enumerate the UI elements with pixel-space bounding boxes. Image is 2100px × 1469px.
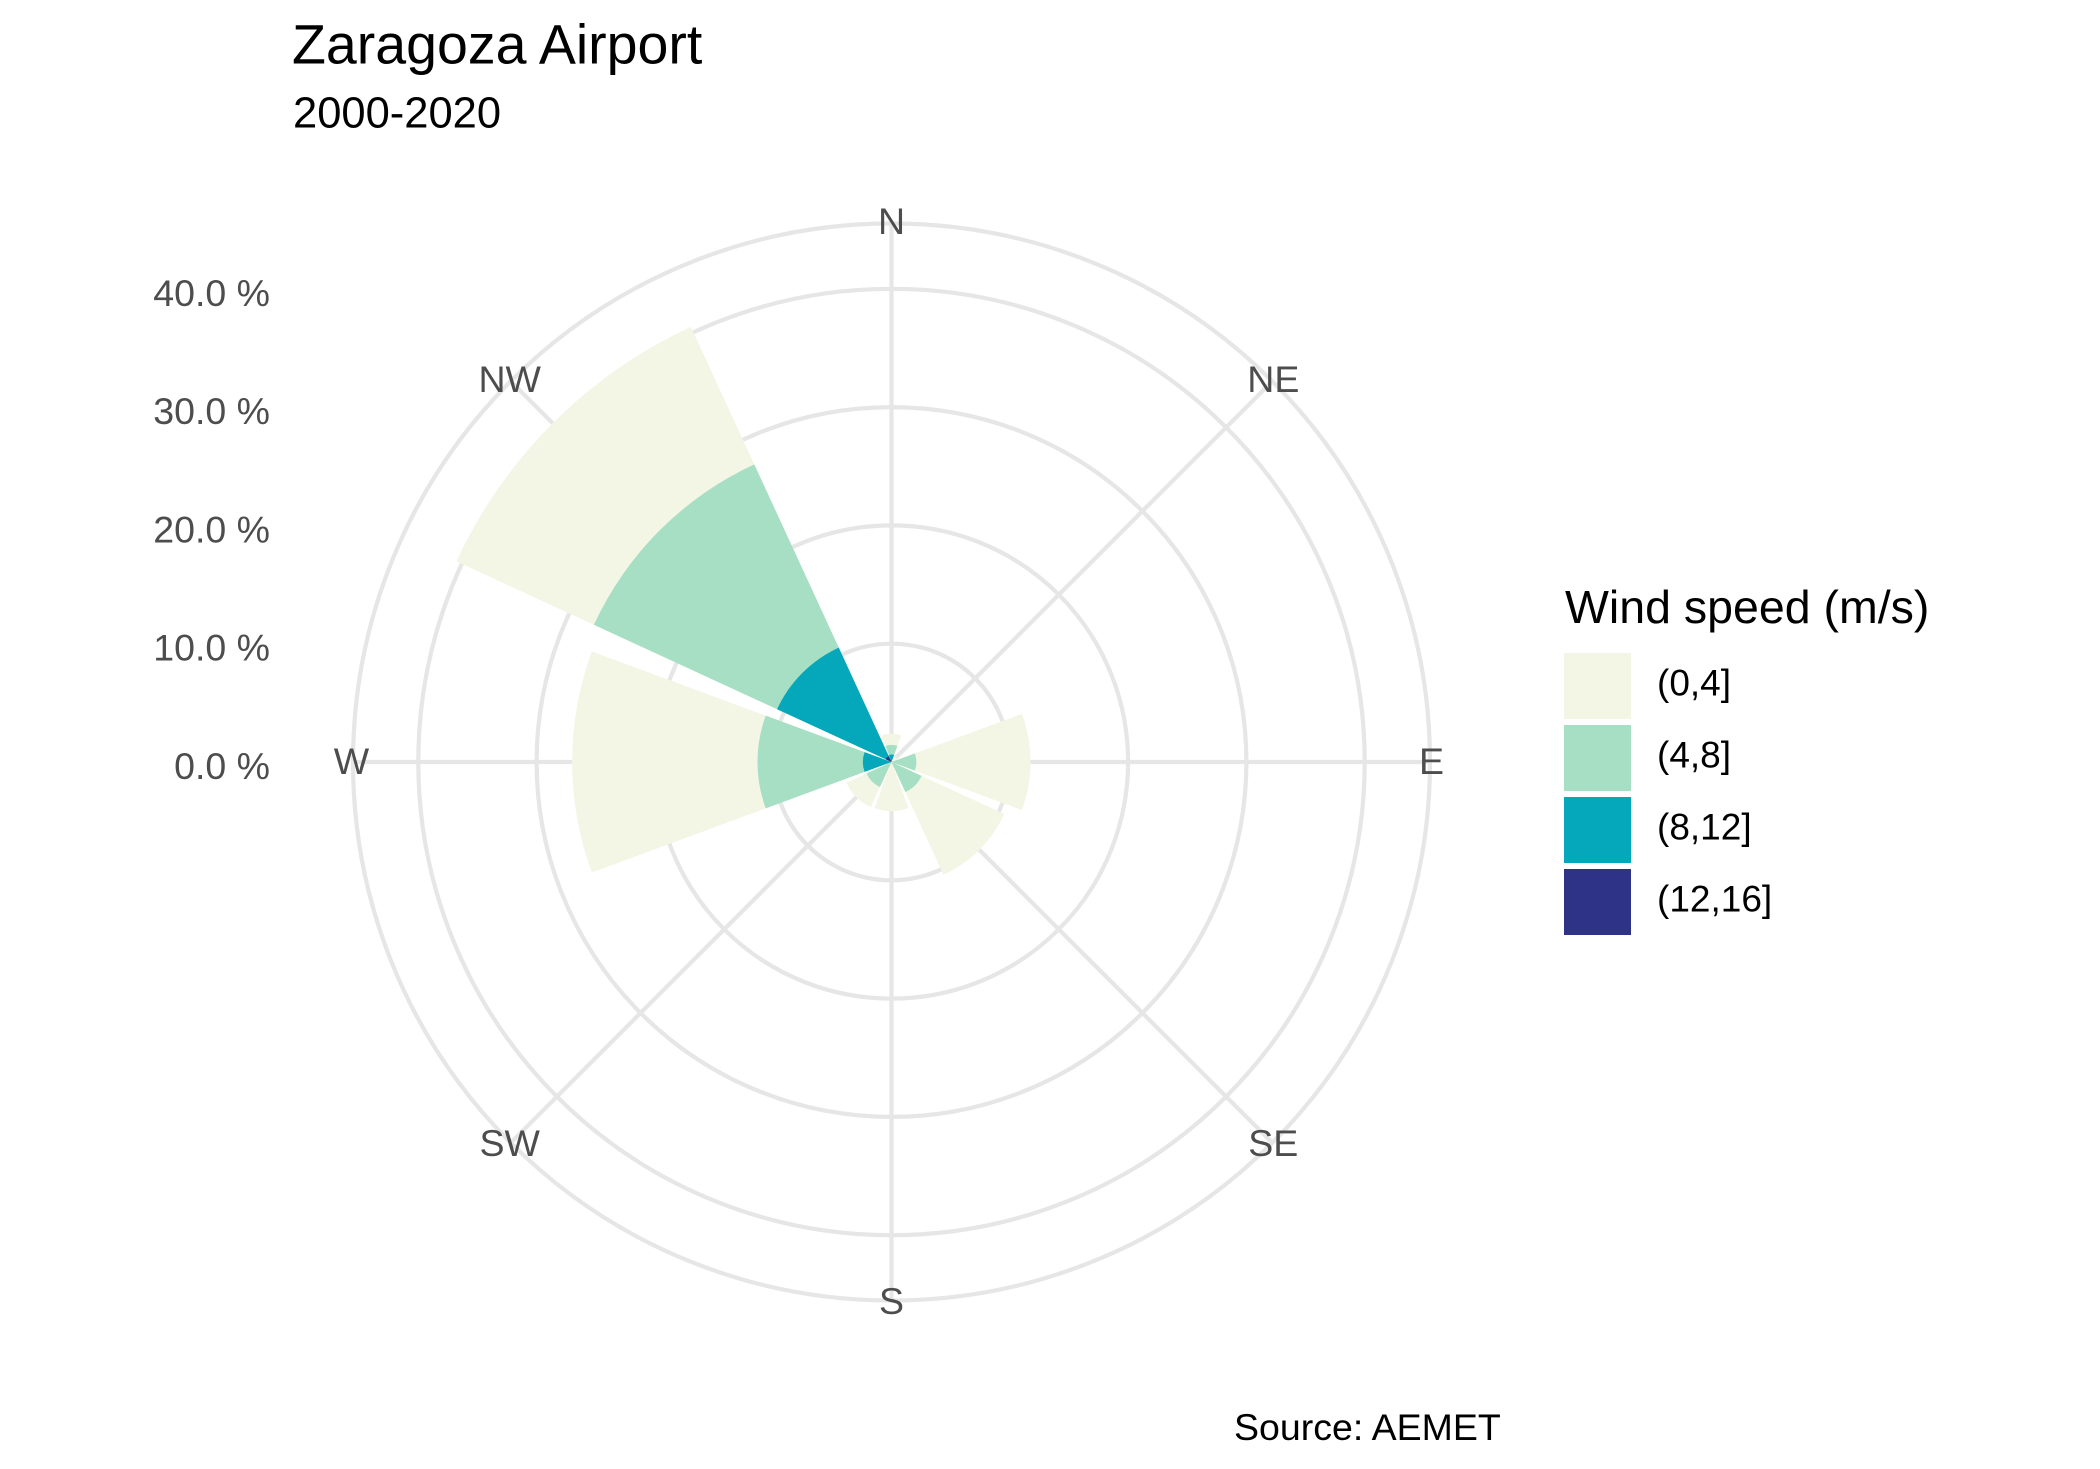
svg-text:S: S <box>879 1280 904 1322</box>
svg-text:W: W <box>334 740 370 782</box>
svg-text:Zaragoza Airport: Zaragoza Airport <box>292 14 703 76</box>
svg-text:2000-2020: 2000-2020 <box>293 90 501 138</box>
svg-text:(0,4]: (0,4] <box>1657 663 1731 704</box>
svg-text:10.0 %: 10.0 % <box>153 627 270 669</box>
svg-text:Wind speed (m/s): Wind speed (m/s) <box>1565 581 1929 633</box>
svg-text:30.0 %: 30.0 % <box>153 390 270 432</box>
svg-text:SE: SE <box>1248 1122 1298 1164</box>
svg-text:0.0 %: 0.0 % <box>174 745 270 787</box>
svg-text:NE: NE <box>1247 358 1299 400</box>
svg-text:NW: NW <box>478 358 541 400</box>
svg-text:(12,16]: (12,16] <box>1657 879 1772 920</box>
svg-text:N: N <box>878 200 905 242</box>
svg-text:(4,8]: (4,8] <box>1657 735 1731 776</box>
svg-text:20.0 %: 20.0 % <box>153 508 270 550</box>
svg-text:E: E <box>1419 740 1444 782</box>
svg-text:(8,12]: (8,12] <box>1657 807 1752 848</box>
svg-text:Source: AEMET: Source: AEMET <box>1234 1406 1501 1448</box>
svg-text:SW: SW <box>479 1122 540 1164</box>
svg-text:40.0 %: 40.0 % <box>153 272 270 314</box>
